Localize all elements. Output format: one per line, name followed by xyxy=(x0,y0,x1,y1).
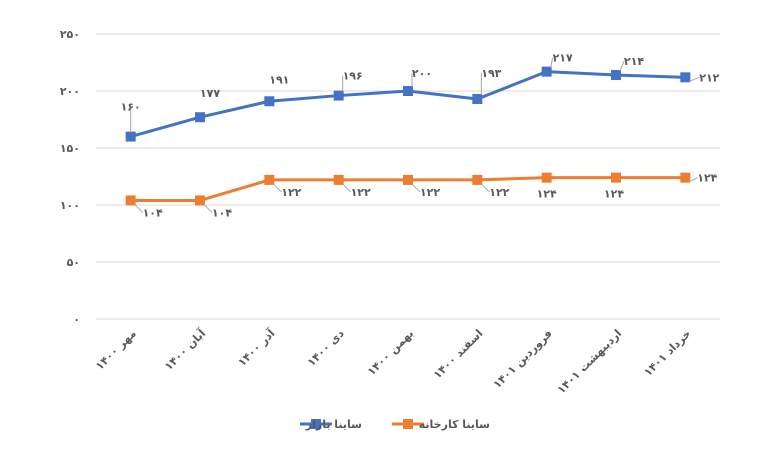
y-axis-tick-labels: ۰ ۵۰ ۱۰۰ ۱۵۰ ۲۰۰ ۲۵۰ xyxy=(60,28,80,326)
series-line xyxy=(130,70,686,139)
data-point-marker xyxy=(333,90,344,101)
x-tick-label: خرداد ۱۴۰۱ xyxy=(641,327,693,379)
data-label-leader-line xyxy=(203,204,213,213)
data-label-leader-line xyxy=(689,177,698,183)
x-tick-label: اردیبهشت ۱۴۰۱ xyxy=(555,327,624,396)
data-label: ۱۰۴ xyxy=(143,206,163,219)
data-point-marker xyxy=(264,174,275,185)
x-tick-label: آبان ۱۴۰۰ xyxy=(161,326,208,373)
data-label: ۱۲۲ xyxy=(281,186,301,199)
x-axis-tick-labels: مهر ۱۴۰۰ آبان ۱۴۰۰ آذر ۱۴۰۰ دی ۱۴۰۰ بهمن ۱۴۰… xyxy=(93,326,693,396)
legend-label: ساینا بازار xyxy=(305,418,362,431)
x-tick-label: آذر ۱۴۰۰ xyxy=(235,326,278,369)
data-point-marker xyxy=(472,174,483,185)
data-point-marker xyxy=(195,112,205,123)
series-group xyxy=(125,66,691,206)
x-tick-label: بهمن ۱۴۰۰ xyxy=(365,327,416,378)
legend-marker xyxy=(311,419,321,429)
y-tick-label: ۱۰۰ xyxy=(60,199,80,212)
data-label: ۱۲۴ xyxy=(537,188,557,201)
data-label-leader-line xyxy=(272,183,282,193)
data-label-leader-line xyxy=(480,183,490,193)
legend-marker xyxy=(403,419,413,429)
data-label: ۲۱۴ xyxy=(624,55,644,68)
data-label: ۱۹۳ xyxy=(481,67,501,80)
data-label: ۱۲۲ xyxy=(420,186,440,199)
data-point-marker xyxy=(680,172,691,183)
data-point-marker xyxy=(195,195,205,206)
x-tick-label: فروردین ۱۴۰۱ xyxy=(491,327,555,391)
data-label: ۱۲۴ xyxy=(604,188,624,201)
y-tick-label: ۰ xyxy=(73,313,80,326)
y-tick-label: ۲۰۰ xyxy=(60,85,80,98)
data-point-marker xyxy=(264,96,275,107)
data-label-leader-line xyxy=(619,60,625,72)
data-point-marker xyxy=(611,172,621,183)
data-point-marker xyxy=(125,131,136,142)
x-tick-label: دی ۱۴۰۰ xyxy=(305,327,347,369)
data-point-marker xyxy=(125,195,136,206)
data-point-marker xyxy=(472,93,483,104)
y-tick-label: ۱۵۰ xyxy=(60,142,80,155)
data-label: ۲۰۰ xyxy=(412,67,432,80)
legend: ساینا بازار ساینا کارخانه xyxy=(300,418,490,431)
x-tick-label: اسفند ۱۴۰۰ xyxy=(431,327,485,381)
data-label: ۱۶۰ xyxy=(121,101,141,114)
data-point-marker xyxy=(541,172,552,183)
data-label-leader-line xyxy=(342,183,352,193)
data-label: ۱۲۴ xyxy=(697,172,717,185)
data-label: ۱۹۱ xyxy=(269,73,289,86)
data-label: ۲۱۲ xyxy=(699,71,719,84)
data-label-leader-line xyxy=(134,204,144,213)
y-tick-label: ۵۰ xyxy=(67,256,80,269)
x-tick-label: مهر ۱۴۰۰ xyxy=(93,327,139,373)
data-label: ۲۱۷ xyxy=(553,52,573,65)
data-label-leader-line xyxy=(689,76,700,82)
data-label-leader-line xyxy=(550,57,554,68)
data-labels: ۱۶۰ ۱۷۷ ۱۹۱ ۱۹۶ ۲۰۰ ۱۹۳ ۲۱۷ ۲۱۴ ۲۱۲ ۱۰۴ ۱۰۴ ۱۲۲ ۱۲۲ ۱… xyxy=(121,52,720,220)
data-point-marker xyxy=(680,72,691,83)
data-point-marker xyxy=(403,86,413,96)
y-tick-label: ۲۵۰ xyxy=(60,28,80,41)
data-label: ۱۹۶ xyxy=(343,70,363,83)
legend-label: ساینا کارخانه xyxy=(419,418,490,431)
data-point-marker xyxy=(611,70,621,81)
data-label: ۱۷۷ xyxy=(200,87,220,100)
data-point-marker xyxy=(403,174,413,185)
data-label: ۱۰۴ xyxy=(212,206,232,219)
data-label: ۱۲۲ xyxy=(489,186,509,199)
data-point-marker xyxy=(541,66,552,77)
data-label: ۱۲۲ xyxy=(351,186,371,199)
data-label-leader-line xyxy=(411,183,421,193)
data-point-marker xyxy=(333,174,344,185)
